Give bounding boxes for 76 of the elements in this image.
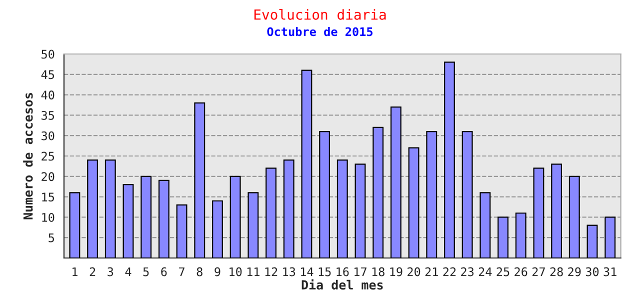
bar — [533, 168, 544, 258]
y-axis-title: Numero de accesos — [23, 93, 33, 220]
x-tick-label: 2 — [90, 267, 96, 276]
y-tick-label: 30 — [42, 131, 54, 140]
x-tick-label: 14 — [301, 267, 314, 276]
bar — [301, 70, 312, 258]
x-tick-label: 25 — [496, 267, 510, 276]
y-tick-label: 45 — [41, 70, 54, 80]
bar — [586, 224, 598, 258]
y-tick-label: 40 — [41, 90, 54, 100]
x-tick-label: 16 — [336, 267, 349, 276]
bar — [462, 130, 473, 258]
chart-subtitle: Octubre de 2015 — [267, 27, 373, 36]
bar — [140, 176, 152, 258]
x-tick-label: 8 — [196, 267, 202, 276]
x-tick-label: 17 — [354, 267, 366, 276]
bar — [568, 176, 580, 258]
bar — [354, 164, 366, 258]
bar — [158, 180, 170, 258]
x-tick-label: 10 — [230, 267, 242, 276]
y-tick-label: 25 — [42, 152, 54, 161]
bar — [336, 160, 348, 258]
bar — [69, 192, 80, 258]
x-tick-label: 9 — [214, 267, 220, 276]
x-tick-label: 6 — [161, 267, 167, 276]
bar — [194, 102, 206, 258]
x-tick-label: 21 — [425, 267, 438, 276]
x-tick-label: 29 — [568, 267, 581, 276]
x-tick-label: 23 — [461, 267, 474, 276]
x-tick-label: 31 — [604, 267, 616, 276]
x-tick-label: 15 — [318, 267, 331, 276]
x-tick-label: 18 — [372, 267, 384, 276]
bar — [498, 216, 508, 258]
bar — [426, 130, 438, 258]
bar — [87, 160, 98, 258]
x-tick-label: 12 — [265, 267, 278, 276]
x-tick-label: 3 — [108, 267, 114, 276]
bar — [248, 192, 259, 258]
bar — [104, 160, 116, 258]
bar — [283, 160, 294, 258]
bar — [408, 147, 420, 258]
y-tick-label: 5 — [48, 234, 54, 242]
y-tick-label: 10 — [42, 212, 54, 222]
x-tick-label: 28 — [550, 267, 563, 276]
bar — [122, 184, 134, 258]
y-tick-label: 20 — [42, 172, 54, 182]
x-tick-label: 20 — [408, 267, 420, 276]
x-tick-label: 11 — [247, 267, 260, 276]
bar — [372, 126, 384, 258]
x-tick-label: 5 — [143, 267, 149, 276]
x-tick-label: 7 — [179, 267, 184, 276]
bar — [480, 192, 491, 258]
bar — [604, 216, 616, 258]
bar — [230, 176, 241, 258]
bar — [444, 62, 455, 258]
x-tick-label: 13 — [283, 267, 296, 276]
x-tick-label: 26 — [514, 267, 528, 276]
bar — [390, 106, 402, 258]
bar — [266, 168, 276, 258]
y-tick-label: 15 — [42, 192, 54, 202]
bar — [515, 212, 526, 258]
bar — [319, 130, 330, 258]
x-tick-label: 30 — [586, 267, 599, 276]
x-tick-label: 19 — [390, 267, 402, 276]
y-tick-label: 35 — [42, 110, 54, 120]
x-axis-title: Dia del mes — [302, 279, 383, 290]
y-tick-label: 50 — [42, 50, 54, 59]
x-tick-label: 27 — [532, 267, 545, 276]
bar — [551, 164, 562, 258]
x-tick-label: 4 — [125, 267, 132, 276]
bar — [176, 204, 188, 258]
x-tick-label: 22 — [443, 267, 456, 276]
x-tick-label: 1 — [72, 267, 78, 276]
x-tick-label: 24 — [478, 267, 492, 276]
bar — [212, 200, 223, 258]
chart-title: Evolucion diaria — [254, 9, 386, 20]
